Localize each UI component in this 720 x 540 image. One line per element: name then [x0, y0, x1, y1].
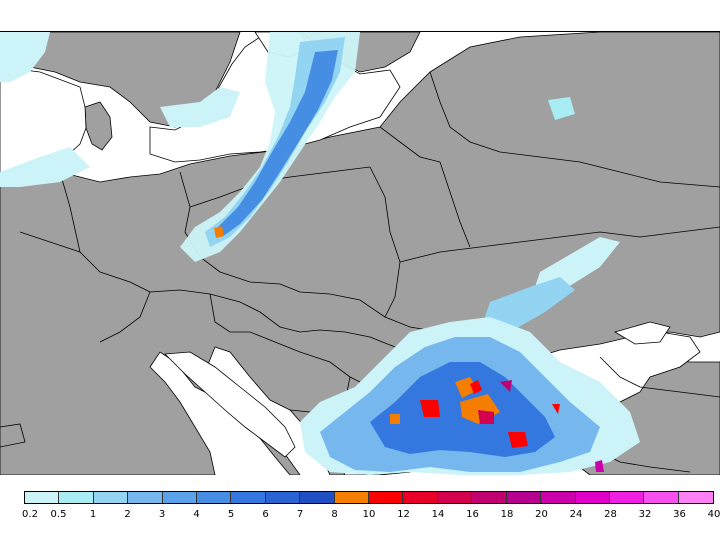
precip-west: [0, 147, 90, 187]
legend-label: 8: [331, 509, 338, 520]
legend-swatch: [25, 492, 60, 503]
precip-baltic-core: [218, 50, 338, 237]
legend-label: 28: [604, 509, 617, 520]
precip-cell-6: [390, 414, 400, 424]
legend-color-bar: [24, 491, 714, 504]
precipitation-legend: 0.2 0.5 1 2 3 4 5 6 7 8 10 12 14 16 18 20 24 28 32 36 40: [22, 491, 720, 531]
land-denmark: [84, 101, 113, 151]
precip-cell-7: [552, 404, 560, 414]
precipitation-map: [0, 32, 720, 475]
legend-label: 7: [296, 509, 304, 520]
legend-label: 1: [89, 509, 97, 520]
legend-swatch: [197, 492, 232, 503]
legend-swatch: [541, 492, 576, 503]
legend-label: 3: [158, 509, 166, 520]
legend-swatch: [93, 492, 129, 503]
legend-swatch: [644, 492, 679, 503]
precip-scan: [160, 87, 240, 127]
land-islands: [0, 423, 26, 448]
legend-swatch: [437, 492, 473, 503]
legend-swatch: [575, 492, 610, 503]
legend-label: 5: [227, 509, 235, 520]
legend-swatch: [231, 492, 266, 503]
precip-cell-4: [478, 410, 494, 424]
precip-cell-10: [595, 460, 604, 472]
legend-swatch: [265, 492, 301, 503]
legend-swatch: [300, 492, 335, 503]
legend-label: 0.5: [50, 509, 67, 520]
legend-label: 40: [707, 509, 720, 520]
precipitation-overlay: [0, 32, 640, 475]
legend-label: 12: [397, 509, 410, 520]
legend-label: 6: [262, 509, 269, 520]
precip-cell-1: [455, 377, 478, 398]
legend-label: 36: [673, 509, 686, 520]
precip-ukraine-mid: [480, 277, 575, 332]
legend-label: 24: [569, 509, 583, 520]
legend-label: 20: [535, 509, 548, 520]
legend-label: 14: [431, 509, 445, 520]
precip-cell-8: [500, 380, 512, 392]
legend-swatch: [128, 492, 163, 503]
legend-label: 10: [362, 509, 376, 520]
legend-swatch: [403, 492, 438, 503]
country-borders: [19, 71, 720, 475]
precip-baltic-peak: [214, 226, 224, 238]
legend-swatch: [472, 492, 507, 503]
precip-cell-9: [470, 380, 482, 394]
legend-label: 2: [124, 509, 131, 520]
legend-swatch: [678, 492, 714, 503]
precip-east-small: [548, 97, 575, 120]
sea-of-azov: [614, 321, 671, 345]
legend-label: 0.2: [22, 509, 38, 520]
legend-label: 4: [193, 509, 200, 520]
legend-label: 16: [466, 509, 479, 520]
legend-label: 18: [500, 509, 514, 520]
legend-labels: 0.2 0.5 1 2 3 4 5 6 7 8 10 12 14 16 18 20 24 28 32 36 40: [22, 509, 720, 523]
legend-swatch: [369, 492, 404, 503]
legend-swatch: [59, 492, 94, 503]
legend-swatch: [609, 492, 645, 503]
legend-label: 32: [638, 509, 652, 520]
precip-cell-5: [508, 432, 528, 448]
adriatic-sea: [164, 351, 296, 458]
precip-north-sea: [0, 32, 50, 82]
map-frame: [0, 31, 720, 475]
legend-swatch: [334, 492, 370, 503]
legend-swatch: [506, 492, 542, 503]
legend-swatch: [162, 492, 198, 503]
precip-cell-2: [420, 400, 440, 417]
